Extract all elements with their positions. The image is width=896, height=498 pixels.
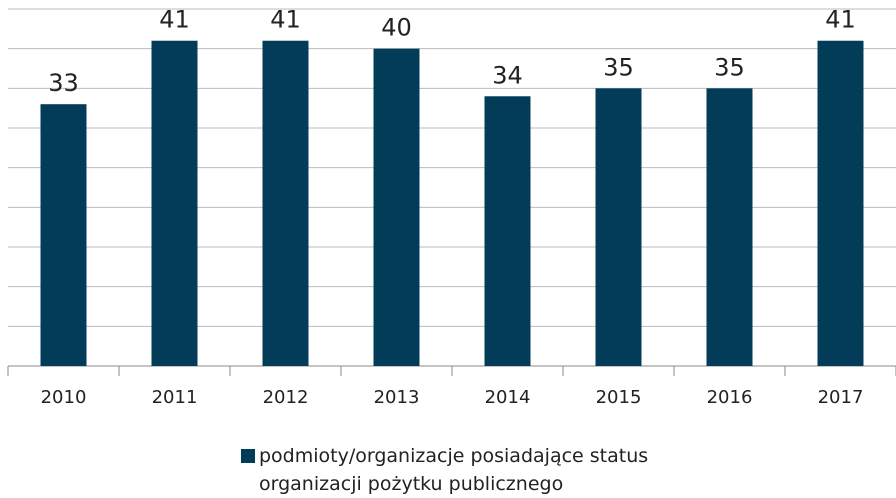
data-label: 41 — [270, 6, 301, 34]
legend-swatch — [241, 449, 255, 463]
data-label: 40 — [381, 14, 412, 42]
data-label: 33 — [48, 69, 79, 97]
bar — [40, 104, 87, 366]
bar — [595, 88, 642, 366]
x-tick-label: 2010 — [41, 387, 87, 408]
chart: 2010 33 2011 41 2012 41 2013 40 2014 34 2015 35 2016… — [7, 6, 896, 408]
x-tick-label: 2014 — [485, 387, 531, 408]
legend: podmioty/organizacje posiadające status … — [241, 442, 681, 498]
x-tick-label: 2017 — [818, 387, 864, 408]
bar — [151, 40, 198, 366]
x-tick-label: 2015 — [596, 387, 642, 408]
x-tick-label: 2011 — [152, 387, 198, 408]
data-label: 35 — [714, 53, 745, 81]
x-tick-label: 2016 — [707, 387, 753, 408]
data-label: 41 — [159, 6, 190, 34]
x-tick-label: 2013 — [374, 387, 420, 408]
data-label: 35 — [603, 53, 634, 81]
data-label: 34 — [492, 61, 523, 89]
legend-label: podmioty/organizacje posiadające status … — [259, 445, 649, 495]
data-label: 41 — [825, 6, 856, 34]
bar — [484, 96, 531, 367]
bar — [373, 48, 420, 367]
bar — [262, 40, 309, 366]
bar — [817, 40, 864, 366]
bar — [706, 88, 753, 366]
x-tick-label: 2012 — [263, 387, 309, 408]
